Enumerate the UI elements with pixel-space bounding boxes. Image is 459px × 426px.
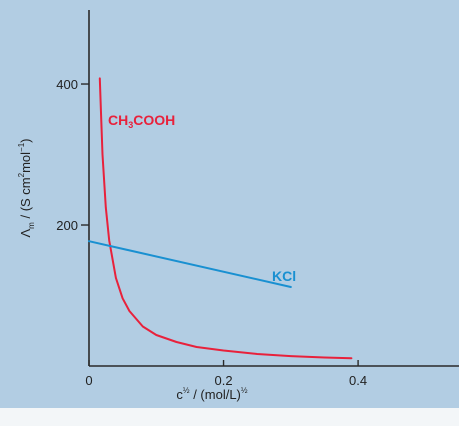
series-label-ch3cooh: CH3COOH <box>108 112 175 130</box>
series-line-ch3cooh <box>98 77 353 360</box>
series-layer: CH3COOH KCl <box>88 77 353 360</box>
ticks: 0 0.2 0.4 200 400 <box>56 77 367 388</box>
y-tick-label: 400 <box>56 77 78 92</box>
y-tick-label: 200 <box>56 218 78 233</box>
x-tick-label: 0.4 <box>349 373 367 388</box>
x-tick-label: 0.2 <box>215 373 233 388</box>
series-line-kcl <box>88 240 292 288</box>
axes <box>88 10 459 367</box>
x-tick-label: 0 <box>85 373 92 388</box>
x-axis-title: c½ / (mol/L)½ <box>176 386 247 402</box>
series-label-kcl: KCl <box>272 268 296 284</box>
bottom-strip <box>0 408 459 426</box>
y-axis-title: Λm / (S cm2mol−1) <box>17 138 36 237</box>
